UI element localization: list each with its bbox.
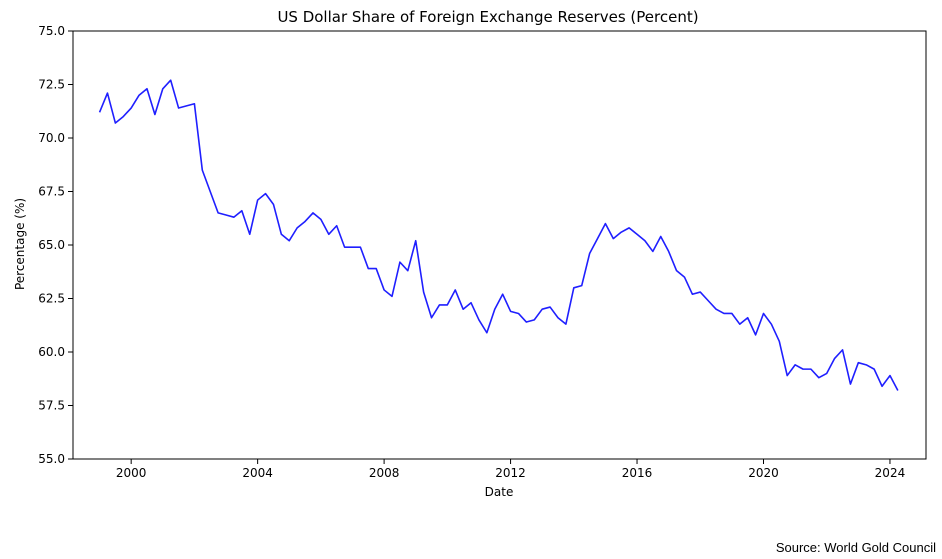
y-tick-label: 70.0 — [38, 131, 65, 145]
chart-title: US Dollar Share of Foreign Exchange Rese… — [277, 8, 698, 26]
x-tick-label: 2008 — [369, 466, 400, 480]
y-tick-label: 55.0 — [38, 452, 65, 466]
x-axis-label: Date — [485, 485, 514, 499]
x-tick-label: 2004 — [242, 466, 273, 480]
x-tick-label: 2012 — [495, 466, 526, 480]
x-tick-label: 2000 — [116, 466, 147, 480]
y-tick-label: 75.0 — [38, 24, 65, 38]
y-tick-label: 72.5 — [38, 78, 65, 92]
series-line-0 — [98, 79, 899, 391]
series-layer — [98, 79, 899, 391]
x-tick-label: 2024 — [875, 466, 906, 480]
y-tick-label: 65.0 — [38, 238, 65, 252]
x-axis: 2000 2004 2008 2012 2016 2020 2024 — [116, 459, 905, 480]
y-tick-label: 57.5 — [38, 399, 65, 413]
x-tick-label: 2020 — [748, 466, 779, 480]
plot-frame — [72, 30, 927, 460]
y-tick-label: 62.5 — [38, 292, 65, 306]
plot-border — [72, 30, 927, 460]
y-tick-label: 60.0 — [38, 345, 65, 359]
y-axis: 55.0 57.5 60.0 62.5 65.0 67.5 70.0 72.5 75.0 — [38, 24, 73, 466]
source-note: Source: World Gold Council — [775, 540, 936, 555]
y-axis-label: Percentage (%) — [13, 198, 27, 290]
y-tick-label: 67.5 — [38, 185, 65, 199]
x-tick-label: 2016 — [622, 466, 653, 480]
